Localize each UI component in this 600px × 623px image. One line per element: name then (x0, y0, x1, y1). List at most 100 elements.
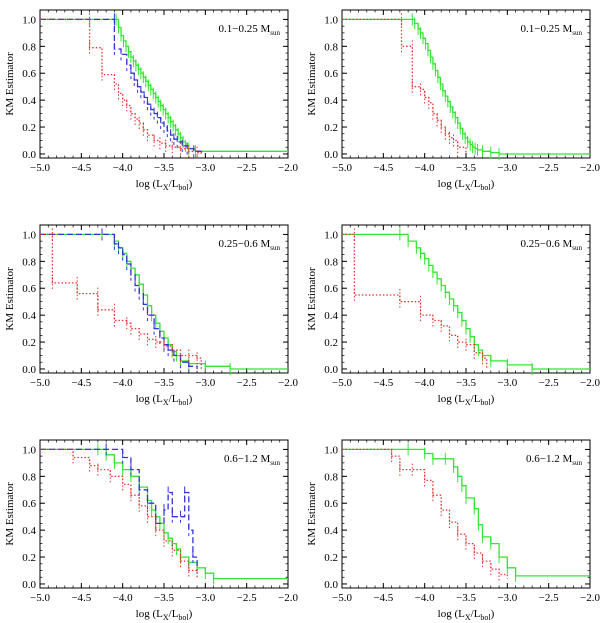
y-tick-label: 0.2 (324, 552, 338, 564)
x-tick-label: −3.0 (497, 377, 517, 389)
x-tick-label: −3.0 (195, 377, 215, 389)
x-tick-label: −4.0 (113, 592, 133, 604)
mass-bin-annotation: 0.25−0.6 Msun (219, 238, 281, 252)
y-tick-label: 0.8 (22, 41, 36, 53)
x-tick-label: −2.5 (539, 162, 559, 174)
x-axis-title: log (LX/Lbol) (438, 393, 495, 407)
y-tick-label: 0.0 (324, 149, 338, 161)
y-tick-label: 0.0 (324, 364, 338, 376)
x-tick-label: −4.0 (415, 377, 435, 389)
series-line-blue (40, 233, 198, 369)
chart-panel-row1-left: −5.0 −4.5 −4.0 −3.5 −3.0 −2.5 −2.0 0.0 0.2 0.4 0.6… (4, 9, 298, 192)
chart-panel-row2-right: −5.0 −4.5 −4.0 −3.5 −3.0 −2.5 −2.0 0.0 0.2 0.4 0.6… (306, 224, 600, 407)
y-tick-label: 0.2 (324, 122, 338, 134)
y-tick-label: 0.8 (324, 41, 338, 53)
y-tick-label: 0.8 (22, 471, 36, 483)
x-tick-label: −2.0 (278, 377, 298, 389)
chart-panel-row3-right: −5.0 −4.5 −4.0 −3.5 −3.0 −2.5 −2.0 0.0 0.2 0.4 0.6… (306, 439, 600, 622)
mass-bin-annotation: 0.1−0.25 Msun (219, 23, 281, 37)
y-tick-label: 0.0 (22, 364, 36, 376)
x-axis-title: log (LX/Lbol) (136, 393, 193, 407)
y-tick-label: 0.6 (22, 283, 36, 295)
y-tick-label: 0.4 (22, 525, 36, 537)
x-tick-label: −5.0 (332, 377, 352, 389)
series-line-red (342, 233, 488, 369)
x-tick-label: −4.5 (373, 162, 393, 174)
x-tick-label: −4.5 (71, 162, 91, 174)
y-tick-label: 0.2 (22, 122, 36, 134)
y-tick-label: 0.0 (22, 579, 36, 591)
x-tick-label: −5.0 (30, 162, 50, 174)
x-axis-title: log (LX/Lbol) (438, 178, 495, 192)
series-line-red (342, 448, 508, 579)
chart-panel-row3-left: −5.0 −4.5 −4.0 −3.5 −3.0 −2.5 −2.0 0.0 0.2 0.4 0.6… (4, 439, 298, 622)
x-tick-label: −2.0 (580, 377, 600, 389)
y-tick-label: 0.2 (324, 337, 338, 349)
y-tick-label: 0.4 (22, 310, 36, 322)
series-line-red (40, 448, 198, 579)
y-tick-label: 0.8 (324, 256, 338, 268)
y-tick-label: 1.0 (324, 229, 338, 241)
y-tick-label: 1.0 (324, 444, 338, 456)
x-tick-label: −3.5 (456, 377, 476, 389)
series-line-red (40, 233, 202, 369)
x-tick-label: −3.5 (154, 592, 174, 604)
y-tick-label: 0.6 (324, 68, 338, 80)
x-tick-label: −3.0 (497, 592, 517, 604)
chart-panel-row1-right: −5.0 −4.5 −4.0 −3.5 −3.0 −2.5 −2.0 0.0 0.2 0.4 0.6… (306, 9, 600, 192)
y-tick-label: 0.2 (22, 337, 36, 349)
y-axis-title: KM Estimator (4, 52, 16, 116)
series-line-red (342, 18, 467, 154)
x-tick-label: −2.5 (237, 592, 257, 604)
x-tick-label: −4.0 (415, 592, 435, 604)
y-tick-label: 0.4 (324, 310, 338, 322)
x-tick-label: −3.0 (195, 162, 215, 174)
y-tick-label: 0.6 (22, 498, 36, 510)
x-tick-label: −2.5 (237, 162, 257, 174)
x-tick-label: −5.0 (30, 592, 50, 604)
mass-bin-annotation: 0.1−0.25 Msun (521, 23, 583, 37)
y-tick-label: 0.4 (22, 95, 36, 107)
x-tick-label: −2.0 (580, 592, 600, 604)
x-tick-label: −3.5 (154, 377, 174, 389)
x-tick-label: −4.0 (113, 377, 133, 389)
x-tick-label: −4.5 (373, 377, 393, 389)
x-tick-label: −2.0 (580, 162, 600, 174)
x-tick-label: −3.5 (456, 592, 476, 604)
x-tick-label: −2.5 (539, 377, 559, 389)
y-tick-label: 0.6 (22, 68, 36, 80)
x-tick-label: −3.5 (154, 162, 174, 174)
y-tick-label: 0.0 (324, 579, 338, 591)
x-tick-label: −4.5 (71, 377, 91, 389)
y-tick-label: 0.2 (22, 552, 36, 564)
x-axis-title: log (LX/Lbol) (136, 178, 193, 192)
y-tick-label: 1.0 (22, 444, 36, 456)
x-tick-label: −4.0 (415, 162, 435, 174)
mass-bin-annotation: 0.6−1.2 Msun (224, 453, 280, 467)
x-axis-title: log (LX/Lbol) (438, 608, 495, 622)
x-tick-label: −5.0 (30, 377, 50, 389)
x-tick-label: −2.5 (539, 592, 559, 604)
x-tick-label: −3.0 (195, 592, 215, 604)
x-tick-label: −4.5 (71, 592, 91, 604)
x-tick-label: −2.5 (237, 377, 257, 389)
y-axis-title: KM Estimator (4, 267, 16, 331)
x-axis-title: log (LX/Lbol) (136, 608, 193, 622)
y-tick-label: 1.0 (22, 229, 36, 241)
y-tick-label: 0.4 (324, 525, 338, 537)
x-tick-label: −3.5 (456, 162, 476, 174)
chart-panel-row2-left: −5.0 −4.5 −4.0 −3.5 −3.0 −2.5 −2.0 0.0 0.2 0.4 0.6… (4, 224, 298, 407)
x-tick-label: −4.0 (113, 162, 133, 174)
series-line-green (342, 18, 590, 155)
y-tick-label: 0.6 (324, 283, 338, 295)
y-tick-label: 0.0 (22, 149, 36, 161)
y-tick-label: 0.6 (324, 498, 338, 510)
x-tick-label: −5.0 (332, 592, 352, 604)
series-line-blue (40, 448, 198, 571)
y-axis-title: KM Estimator (306, 267, 318, 331)
series-line-red (40, 18, 202, 154)
y-axis-title: KM Estimator (306, 482, 318, 546)
x-tick-label: −4.5 (373, 592, 393, 604)
y-axis-title: KM Estimator (306, 52, 318, 116)
